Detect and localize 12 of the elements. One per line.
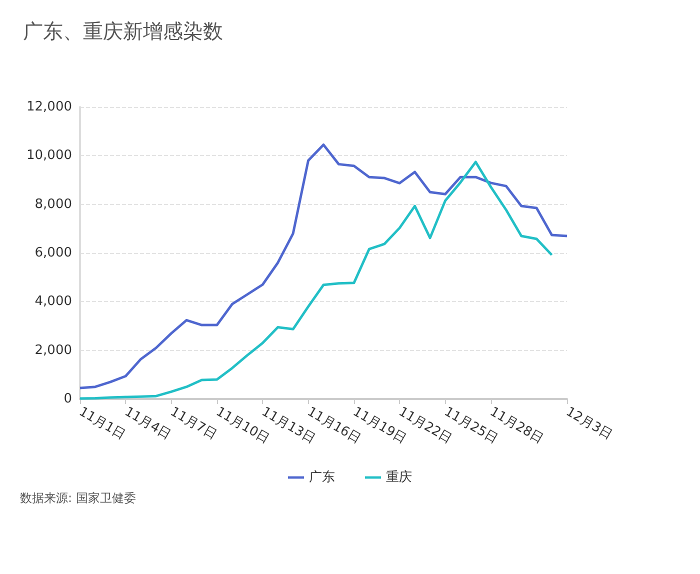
y-tick-label: 12,000 (26, 100, 72, 114)
legend-label: 重庆 (386, 470, 412, 485)
y-tick-label: 0 (64, 392, 72, 406)
x-tick-label: 12月3日 (563, 404, 615, 443)
y-tick-label: 2,000 (34, 342, 72, 358)
y-tick-label: 8,000 (34, 196, 72, 212)
chart-title: 广东、重庆新增感染数 (23, 19, 223, 43)
y-tick-label: 6,000 (34, 246, 72, 260)
legend-label: 广东 (309, 470, 335, 485)
y-tick-label: 10,000 (26, 148, 72, 164)
source-note: 数据来源: 国家卫健委 (20, 491, 136, 505)
y-tick-label: 4,000 (34, 294, 72, 310)
